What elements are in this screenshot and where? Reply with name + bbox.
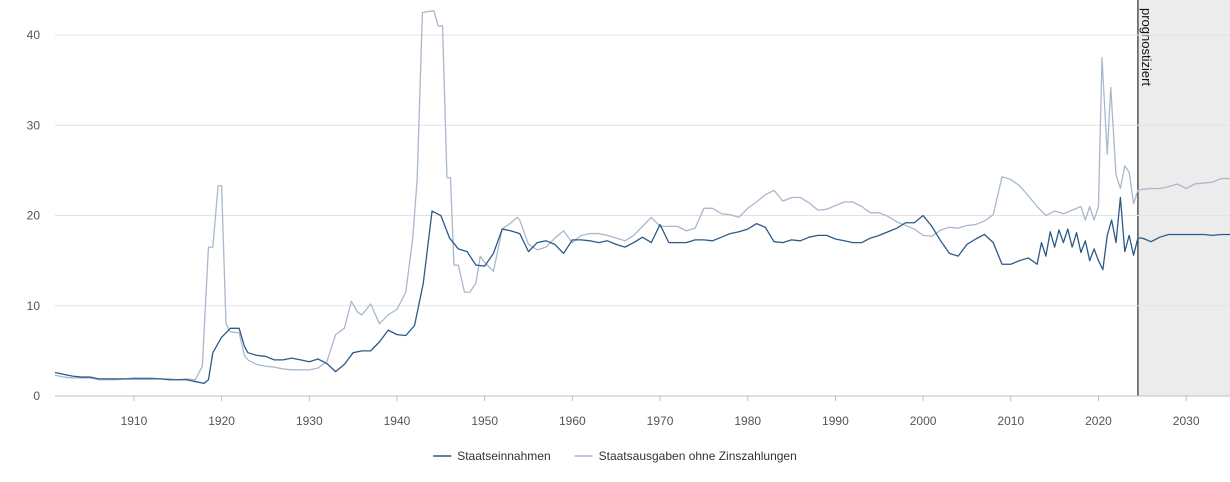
x-tick-label: 1950 (471, 414, 498, 428)
y-tick-label: 20 (27, 209, 41, 223)
x-tick-label: 2010 (997, 414, 1024, 428)
x-tick-label: 1960 (559, 414, 586, 428)
x-tick-label: 1970 (647, 414, 674, 428)
x-tick-label: 1990 (822, 414, 849, 428)
x-tick-label: 2000 (910, 414, 937, 428)
x-tick-label: 1940 (384, 414, 411, 428)
series-layer (54, 10, 1230, 385)
forecast-label: prognostiziert (1139, 8, 1154, 86)
x-tick-label: 2020 (1085, 414, 1112, 428)
y-tick-label: 10 (27, 299, 41, 313)
legend-item-2[interactable]: Staatsausgaben ohne Zinszahlungen (574, 449, 797, 463)
x-tick-label: 1910 (121, 414, 148, 428)
x-tick-label: 2030 (1173, 414, 1200, 428)
y-tick-label: 40 (27, 28, 41, 42)
forecast-shade (1137, 0, 1230, 396)
y-tick-label: 30 (27, 118, 41, 132)
x-tick-label: 1930 (296, 414, 323, 428)
grid (55, 34, 1230, 397)
legend: Staatseinnahmen Staatsausgaben ohne Zinsz… (433, 449, 797, 463)
legend-label: Staatsausgaben ohne Zinszahlungen (599, 449, 797, 463)
x-tick-label: 1980 (734, 414, 761, 428)
x-tick-label: 1920 (208, 414, 235, 428)
legend-label: Staatseinnahmen (457, 449, 550, 463)
forecast-region: prognostiziert (1137, 0, 1230, 396)
series-line-2 (54, 10, 1230, 381)
series-line-1 (54, 196, 1230, 385)
legend-item-1[interactable]: Staatseinnahmen (433, 449, 551, 463)
y-tick-label: 0 (33, 389, 40, 403)
